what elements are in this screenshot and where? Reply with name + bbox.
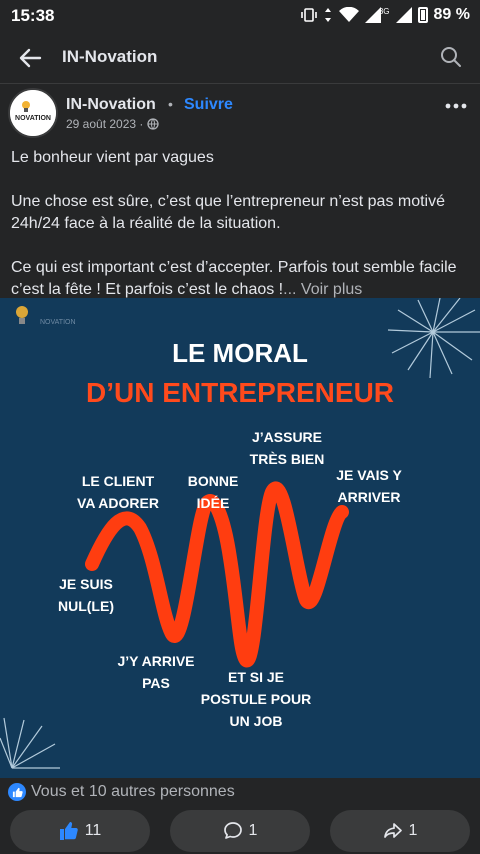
post-image[interactable]: NOVATION LE MORAL D’UN ENTREPRENEUR LE C… — [0, 298, 480, 778]
post-paragraph-3-text: Ce qui est important c’est d’accepter. P… — [11, 259, 457, 298]
share-icon — [383, 823, 402, 838]
separator-dot: • — [168, 96, 173, 112]
share-button[interactable]: 1 — [330, 810, 470, 852]
thumbs-up-icon — [59, 822, 78, 840]
page-title: IN-Novation — [62, 47, 158, 66]
share-count: 1 — [408, 822, 418, 839]
signal-icon — [364, 7, 381, 23]
comment-icon — [223, 822, 242, 839]
svg-text:NOVATION: NOVATION — [40, 319, 76, 326]
label-je-suis-nul: JE SUIS NUL(LE) — [58, 576, 114, 614]
post-image-graphics: NOVATION — [0, 298, 480, 769]
comment-count: 1 — [248, 822, 258, 839]
post-header: NOVATION IN-Novation • Suivre 29 août 20… — [0, 86, 480, 138]
comment-button[interactable]: 1 — [170, 810, 310, 852]
mood-wave — [85, 481, 349, 668]
svg-text:NOVATION: NOVATION — [15, 115, 51, 122]
sunburst-bottom-left — [0, 717, 60, 769]
like-button[interactable]: 11 — [10, 810, 150, 852]
follow-button[interactable]: Suivre — [184, 96, 233, 113]
sunburst-top-right — [387, 298, 480, 379]
author-name[interactable]: IN-Novation — [66, 96, 156, 113]
reactions-text: Vous et 10 autres personnes — [31, 783, 235, 800]
label-je-vais: JE VAIS Y ARRIVER — [336, 467, 402, 505]
avatar[interactable]: NOVATION — [8, 88, 58, 138]
logo-watermark: NOVATION — [16, 306, 76, 326]
image-title-line-2: D’UN ENTREPRENEUR — [85, 377, 395, 408]
post-date-text: 29 août 2023 · — [66, 117, 144, 131]
signal-icon-2 — [395, 7, 412, 23]
label-bonne-idee: BONNE IDÉE — [187, 473, 239, 511]
label-le-client: LE CLIENT VA ADORER — [77, 473, 159, 511]
status-bar: 15:38 3G 89 % — [0, 0, 480, 32]
back-arrow-icon[interactable] — [16, 44, 44, 72]
battery-percent: 89 % — [433, 6, 470, 23]
data-arrows-icon — [324, 8, 331, 22]
search-icon[interactable] — [440, 46, 462, 68]
battery-icon — [417, 7, 428, 23]
reactions-summary[interactable]: Vous et 10 autres personnes — [8, 780, 235, 804]
action-bar: 11 1 1 — [0, 808, 480, 854]
post-text: Le bonheur vient par vagues Une chose es… — [11, 147, 471, 301]
like-badge-icon — [8, 783, 26, 801]
see-more-link[interactable]: ... Voir plus — [283, 281, 363, 298]
status-time: 15:38 — [11, 6, 55, 25]
label-jassure: J’ASSURE TRÈS BIEN — [249, 429, 325, 467]
status-icons: 3G 89 % — [301, 6, 470, 24]
wifi-icon — [338, 7, 359, 22]
post-paragraph-3: Ce qui est important c’est d’accepter. P… — [11, 257, 471, 301]
post-date: 29 août 2023 · — [66, 117, 160, 131]
vibrate-icon — [301, 8, 317, 22]
like-count: 11 — [84, 822, 102, 839]
label-et-si-je: ET SI JE POSTULE POUR UN JOB — [200, 669, 312, 729]
post-paragraph-1: Le bonheur vient par vagues — [11, 149, 214, 166]
globe-icon — [147, 118, 160, 130]
innovation-logo-icon: NOVATION — [10, 90, 56, 136]
app-bar: IN-Novation — [0, 32, 480, 84]
more-options-icon[interactable] — [444, 98, 468, 114]
image-title-line-1: LE MORAL — [172, 338, 308, 368]
network-type-label: 3G — [378, 6, 390, 16]
post-paragraph-2: Une chose est sûre, c’est que l’entrepre… — [11, 193, 446, 232]
label-jy-arrive-pas: J’Y ARRIVE PAS — [117, 653, 195, 691]
